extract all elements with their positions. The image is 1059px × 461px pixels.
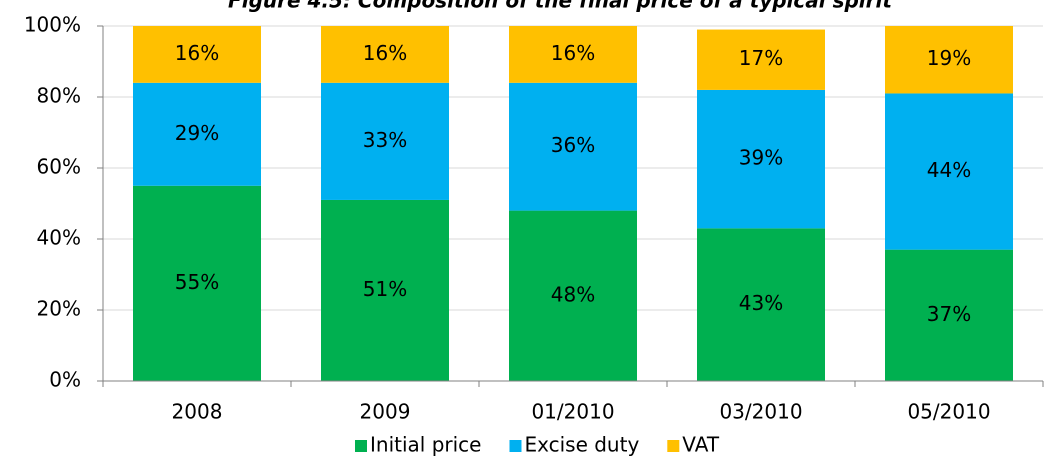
y-tick-label: 60% xyxy=(37,155,81,179)
bar-segment xyxy=(321,82,449,200)
data-label: 43% xyxy=(739,291,783,315)
bar-segment xyxy=(885,26,1013,94)
y-tick-label: 0% xyxy=(49,368,81,392)
legend-label: Initial price xyxy=(370,433,481,457)
data-label: 48% xyxy=(551,282,595,306)
x-tick-label: 03/2010 xyxy=(719,400,802,424)
legend-swatch xyxy=(667,440,680,452)
data-label: 55% xyxy=(175,270,219,294)
data-label: 29% xyxy=(175,121,219,145)
legend-swatch xyxy=(355,440,367,452)
legend-label: VAT xyxy=(682,433,720,457)
y-tick-label: 100% xyxy=(24,13,81,37)
data-label: 16% xyxy=(551,41,595,65)
bar-segment xyxy=(321,26,449,83)
bar-segment xyxy=(133,185,261,381)
bar-segment xyxy=(509,210,637,381)
bar-segment xyxy=(509,82,637,211)
y-tick-label: 20% xyxy=(37,297,81,321)
bar-segment xyxy=(697,29,825,90)
x-tick-label: 05/2010 xyxy=(907,400,990,424)
y-tick-label: 80% xyxy=(37,84,81,108)
x-tick-label: 2008 xyxy=(172,400,223,424)
bar-segment xyxy=(321,199,449,381)
data-label: 51% xyxy=(363,277,407,301)
data-label: 39% xyxy=(739,146,783,170)
bar-segment xyxy=(697,89,825,229)
bar-segment xyxy=(885,93,1013,250)
data-label: 17% xyxy=(739,46,783,70)
bar-segment xyxy=(133,26,261,83)
data-label: 37% xyxy=(927,302,971,326)
data-label: 44% xyxy=(927,158,971,182)
data-label: 33% xyxy=(363,128,407,152)
y-tick-label: 40% xyxy=(37,226,81,250)
data-label: 16% xyxy=(175,41,219,65)
bar-segment xyxy=(697,228,825,381)
bar-segment xyxy=(885,249,1013,381)
chart-title: Figure 4.5: Composition of the final pri… xyxy=(228,0,893,13)
bar-segment xyxy=(133,82,261,186)
data-label: 16% xyxy=(363,41,407,65)
x-tick-label: 01/2010 xyxy=(531,400,614,424)
data-label: 36% xyxy=(551,133,595,157)
legend-label: Excise duty xyxy=(524,433,639,457)
data-label: 19% xyxy=(927,46,971,70)
legend-swatch xyxy=(509,440,522,452)
x-tick-label: 2009 xyxy=(360,400,411,424)
bar-segment xyxy=(509,26,637,83)
